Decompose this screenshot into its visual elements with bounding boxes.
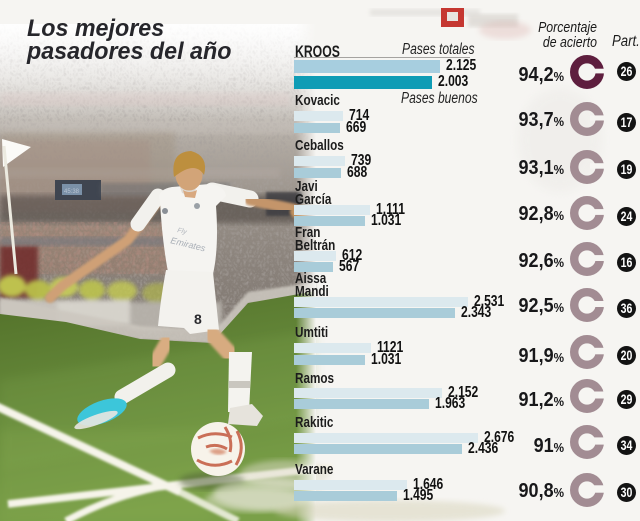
svg-text:8: 8 [194, 311, 202, 327]
svg-text:45:38: 45:38 [64, 189, 80, 195]
svg-text:Fly: Fly [177, 227, 188, 236]
